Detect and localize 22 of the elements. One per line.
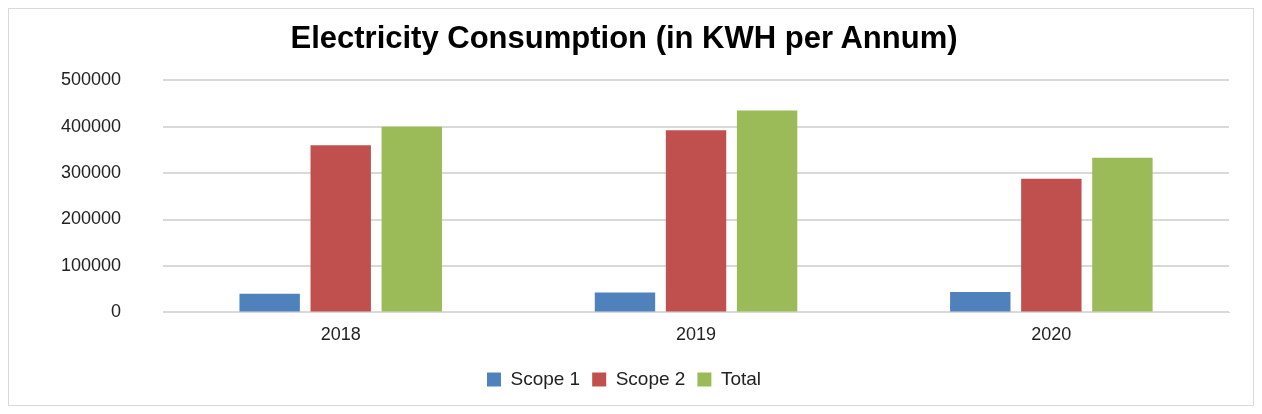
y-tick-label: 0 (111, 301, 122, 322)
y-tick-label: 400000 (60, 115, 122, 136)
bar (665, 130, 727, 312)
bar (950, 291, 1011, 312)
bar (594, 292, 656, 312)
bar (1021, 178, 1082, 312)
legend-label: Scope 1 (510, 367, 581, 389)
y-tick-label: 100000 (60, 254, 122, 275)
bar (736, 110, 798, 312)
x-tick-label: 2019 (676, 324, 717, 345)
legend-label: Total (720, 367, 762, 389)
bar (310, 145, 371, 312)
x-tick-label: 2020 (1031, 324, 1072, 345)
legend-label: Scope 2 (615, 367, 686, 389)
bar (239, 293, 300, 312)
y-tick-label: 500000 (60, 69, 122, 90)
x-tick-label: 2018 (320, 324, 361, 345)
y-tick-label: 300000 (60, 162, 122, 183)
bar (1092, 157, 1153, 312)
y-tick-label: 200000 (60, 208, 122, 229)
bar (381, 126, 442, 312)
chart-title: Electricity Consumption (in KWH per Annum) (290, 20, 958, 56)
